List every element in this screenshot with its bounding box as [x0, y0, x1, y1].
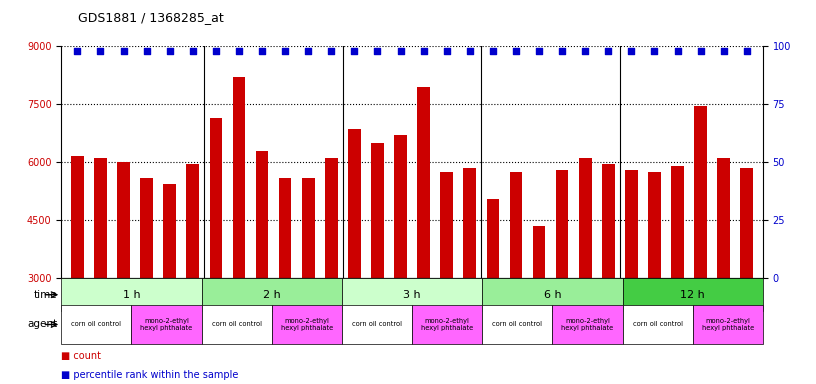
Text: mono-2-ethyl
hexyl phthalate: mono-2-ethyl hexyl phthalate: [421, 318, 473, 331]
Bar: [233, 77, 246, 278]
Bar: [417, 87, 430, 278]
FancyBboxPatch shape: [202, 278, 342, 311]
Text: mono-2-ethyl
hexyl phthalate: mono-2-ethyl hexyl phthalate: [140, 318, 193, 331]
Text: 2 h: 2 h: [263, 290, 281, 300]
FancyBboxPatch shape: [61, 278, 202, 311]
Point: [371, 48, 384, 54]
Point: [71, 48, 84, 54]
Point: [210, 48, 223, 54]
Point: [556, 48, 569, 54]
Point: [694, 48, 707, 54]
Point: [463, 48, 477, 54]
Point: [648, 48, 661, 54]
Text: 12 h: 12 h: [681, 290, 705, 300]
Bar: [210, 118, 222, 278]
FancyBboxPatch shape: [693, 305, 763, 344]
Point: [348, 48, 361, 54]
Text: ■ count: ■ count: [61, 351, 101, 361]
Bar: [394, 135, 407, 278]
Point: [601, 48, 614, 54]
Bar: [163, 184, 176, 278]
Bar: [325, 158, 338, 278]
FancyBboxPatch shape: [61, 305, 131, 344]
FancyBboxPatch shape: [482, 305, 552, 344]
Bar: [71, 156, 84, 278]
Bar: [694, 106, 707, 278]
FancyBboxPatch shape: [552, 305, 623, 344]
Text: mono-2-ethyl
hexyl phthalate: mono-2-ethyl hexyl phthalate: [561, 318, 614, 331]
FancyBboxPatch shape: [272, 305, 342, 344]
Point: [440, 48, 453, 54]
Bar: [441, 172, 453, 278]
Point: [140, 48, 153, 54]
Text: 1 h: 1 h: [122, 290, 140, 300]
Text: corn oil control: corn oil control: [352, 321, 402, 328]
FancyBboxPatch shape: [342, 278, 482, 311]
Bar: [579, 158, 592, 278]
Point: [509, 48, 522, 54]
Point: [325, 48, 338, 54]
Bar: [510, 172, 522, 278]
Text: 6 h: 6 h: [543, 290, 561, 300]
Text: corn oil control: corn oil control: [632, 321, 683, 328]
Point: [94, 48, 107, 54]
FancyBboxPatch shape: [131, 305, 202, 344]
Bar: [302, 178, 314, 278]
Point: [163, 48, 176, 54]
Text: corn oil control: corn oil control: [492, 321, 543, 328]
Bar: [94, 158, 107, 278]
Bar: [602, 164, 614, 278]
Point: [186, 48, 199, 54]
FancyBboxPatch shape: [342, 305, 412, 344]
FancyBboxPatch shape: [412, 305, 482, 344]
FancyBboxPatch shape: [623, 278, 763, 311]
Text: time: time: [33, 290, 57, 300]
Bar: [533, 226, 545, 278]
Bar: [118, 162, 130, 278]
Bar: [672, 166, 684, 278]
Point: [117, 48, 130, 54]
Bar: [371, 143, 384, 278]
Text: agent: agent: [27, 319, 57, 329]
Text: GDS1881 / 1368285_at: GDS1881 / 1368285_at: [78, 12, 224, 25]
Point: [255, 48, 268, 54]
Bar: [186, 164, 199, 278]
FancyBboxPatch shape: [482, 278, 623, 311]
Point: [394, 48, 407, 54]
Text: corn oil control: corn oil control: [211, 321, 262, 328]
Text: ■ percentile rank within the sample: ■ percentile rank within the sample: [61, 370, 238, 380]
Bar: [279, 178, 291, 278]
Point: [233, 48, 246, 54]
Bar: [140, 178, 153, 278]
Bar: [740, 168, 753, 278]
Bar: [463, 168, 477, 278]
Point: [671, 48, 684, 54]
Bar: [625, 170, 638, 278]
Point: [417, 48, 430, 54]
Point: [533, 48, 546, 54]
Point: [302, 48, 315, 54]
Bar: [556, 170, 569, 278]
Bar: [717, 158, 730, 278]
Bar: [255, 151, 268, 278]
Text: 3 h: 3 h: [403, 290, 421, 300]
Bar: [486, 199, 499, 278]
Point: [278, 48, 291, 54]
Point: [625, 48, 638, 54]
Point: [717, 48, 730, 54]
Text: mono-2-ethyl
hexyl phthalate: mono-2-ethyl hexyl phthalate: [702, 318, 754, 331]
Point: [740, 48, 753, 54]
Text: mono-2-ethyl
hexyl phthalate: mono-2-ethyl hexyl phthalate: [281, 318, 333, 331]
Point: [486, 48, 499, 54]
Text: corn oil control: corn oil control: [71, 321, 122, 328]
Bar: [348, 129, 361, 278]
Point: [579, 48, 592, 54]
FancyBboxPatch shape: [202, 305, 272, 344]
FancyBboxPatch shape: [623, 305, 693, 344]
Bar: [648, 172, 661, 278]
